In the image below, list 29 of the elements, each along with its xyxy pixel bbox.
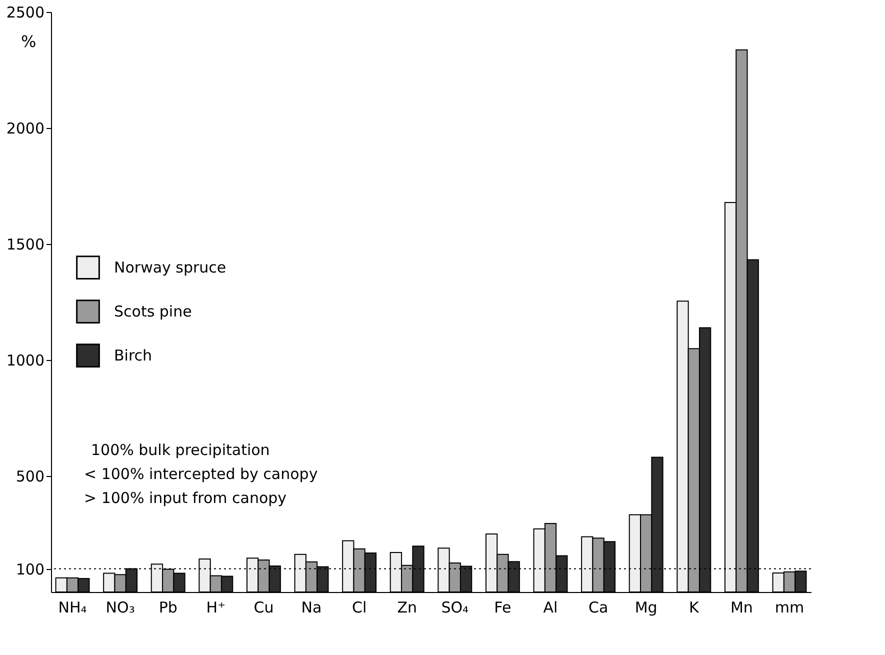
x-tick-label: H⁺ [206, 598, 226, 616]
x-tick-label: Mn [730, 598, 753, 616]
x-tick-label: Zn [397, 598, 417, 616]
y-tick-label: 1500 [6, 236, 44, 254]
y-tick-label: 100 [16, 560, 44, 578]
x-tick-label: Cu [254, 598, 274, 616]
annotation: 100% bulk precipitation [91, 440, 270, 459]
x-tick-label: Na [301, 598, 322, 616]
x-tick-label: Pb [158, 598, 178, 616]
x-tick-label: NO₃ [106, 598, 135, 616]
y-tick-label: 2500 [6, 4, 44, 22]
x-tick-label: NH₄ [58, 598, 87, 616]
legend-label: Scots pine [114, 302, 192, 321]
y-tick-label: 2000 [6, 120, 44, 138]
x-tick-label: SO₄ [441, 598, 469, 616]
x-tick-label: K [688, 598, 700, 616]
x-tick-label: Fe [494, 598, 512, 616]
x-tick-label: Mg [634, 598, 658, 616]
y-axis-title: % [21, 32, 36, 51]
annotation: < 100% intercepted by canopy [84, 464, 318, 483]
legend-label: Norway spruce [114, 258, 226, 277]
y-tick-label: 500 [16, 468, 44, 486]
x-tick-label: Al [543, 598, 558, 616]
x-tick-label: Cl [352, 598, 367, 616]
y-tick-label: 1000 [6, 352, 44, 370]
legend-label: Birch [114, 346, 152, 365]
x-tick-label: Ca [588, 598, 608, 616]
x-tick-label: mm [774, 598, 804, 616]
annotation: > 100% input from canopy [84, 488, 287, 507]
